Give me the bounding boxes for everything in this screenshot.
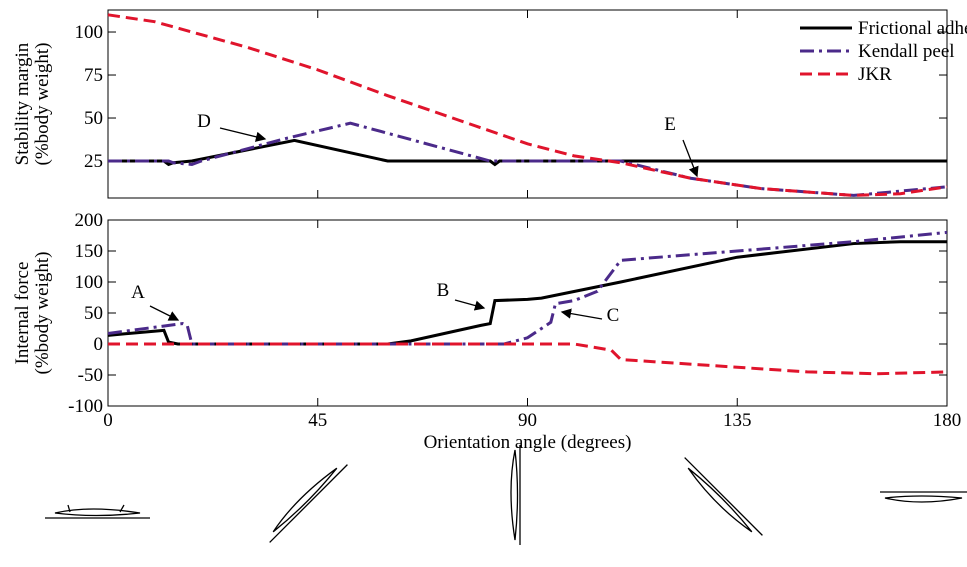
series-line [108, 138, 947, 167]
annotation-arrow [219, 127, 267, 142]
y-tick-label: 50 [84, 303, 103, 324]
legend-label: Kendall peel [858, 41, 955, 62]
series-line [108, 342, 948, 376]
x-axis-label: Orientation angle (degrees) [424, 432, 632, 453]
y-tick-label: 100 [75, 22, 104, 43]
annotation: E [664, 114, 676, 135]
y-axis-label: Stability margin [12, 42, 33, 165]
plot-frame [107, 9, 948, 199]
legend-label: JKR [858, 64, 892, 85]
y-tick-label: -100 [68, 396, 103, 417]
y-tick-label: 0 [94, 334, 104, 355]
annotation: C [607, 305, 620, 326]
annotation: B [437, 280, 450, 301]
x-tick-label: 135 [723, 410, 752, 431]
annotation-arrow [560, 308, 603, 320]
gecko-icon [684, 457, 763, 536]
x-tick-label: 90 [518, 410, 537, 431]
x-tick-label: 45 [308, 410, 327, 431]
y-tick-label: -50 [78, 365, 103, 386]
gecko-icon [269, 464, 348, 543]
annotation-arrow [682, 139, 699, 178]
series-line [107, 13, 948, 197]
gecko-icon [880, 491, 967, 503]
y-tick-label: 25 [84, 151, 103, 172]
y-tick-label: 150 [75, 241, 104, 262]
annotation-arrow [149, 305, 180, 321]
y-axis-label: (%body weight) [32, 252, 53, 375]
y-tick-label: 75 [84, 65, 103, 86]
annotation: D [197, 111, 211, 132]
annotation: A [131, 282, 145, 303]
gecko-icon [45, 504, 150, 519]
y-axis-label: Internal force [12, 262, 33, 365]
y-tick-label: 50 [84, 108, 103, 129]
series-line [107, 240, 947, 346]
series-line [107, 230, 948, 346]
y-tick-label: 200 [75, 210, 104, 231]
y-tick-label: 100 [75, 272, 104, 293]
legend-label: Frictional adhesion [858, 18, 967, 39]
series-line [108, 121, 948, 197]
x-tick-label: 0 [103, 410, 113, 431]
y-axis-label: (%body weight) [32, 43, 53, 166]
x-tick-label: 180 [933, 410, 962, 431]
annotation-arrow [454, 299, 486, 311]
gecko-icons [45, 445, 967, 545]
gecko-icon [510, 445, 521, 545]
